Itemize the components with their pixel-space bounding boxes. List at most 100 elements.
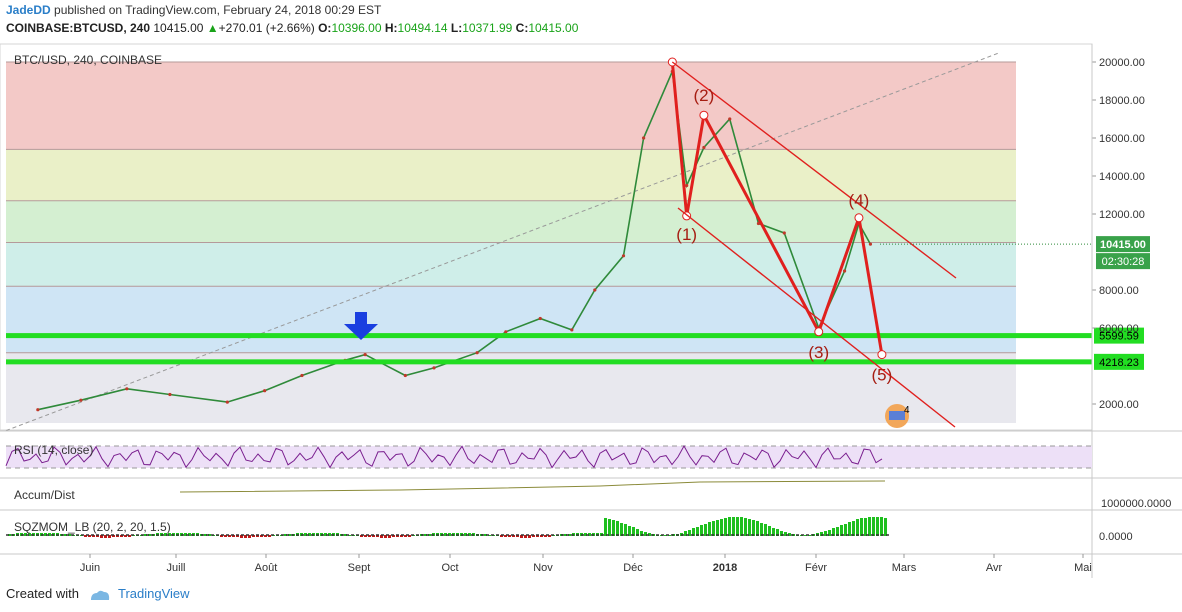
- sqz-bar: [844, 524, 847, 536]
- wave-node: [699, 110, 709, 120]
- y-tick-label: 6000.00: [1099, 323, 1139, 335]
- sqz-bar: [500, 535, 503, 537]
- close-label: C:: [515, 21, 529, 35]
- sqz-bar: [624, 524, 627, 536]
- pane-title: Accum/Dist: [14, 488, 75, 502]
- sqz-bar: [832, 528, 835, 536]
- sqz-bar: [640, 531, 643, 536]
- sqz-bar: [856, 519, 859, 536]
- sqz-bar: [804, 535, 807, 536]
- wave-drawings: (1) (2) (3) (4) (5) 4: [344, 57, 957, 428]
- sqz-bar: [360, 535, 363, 537]
- sqz-bar: [628, 526, 631, 536]
- y-tick-label: 20000.00: [1099, 57, 1145, 69]
- sqz-bar: [260, 535, 263, 537]
- sqz-bar: [252, 535, 255, 537]
- low-value: 10371.99: [462, 21, 513, 35]
- squeeze-histogram: [6, 517, 890, 538]
- sqz-bar: [388, 535, 391, 538]
- sqz-bar: [364, 535, 367, 537]
- author-link[interactable]: JadeDD: [6, 3, 51, 17]
- close-value: 10415.00: [528, 21, 579, 35]
- sqz-bar: [684, 531, 687, 536]
- sqz-bar: [488, 535, 491, 536]
- sqz-bar: [688, 530, 691, 536]
- sqz-bar: [396, 535, 399, 537]
- sqz-bar: [764, 524, 767, 536]
- x-tick-label: Août: [255, 562, 278, 574]
- sqz-bar: [632, 527, 635, 536]
- sqz-bar: [868, 517, 871, 536]
- sqz-bar: [748, 519, 751, 536]
- x-tick-label: 2018: [713, 562, 737, 574]
- ohlc-bar: COINBASE:BTCUSD, 240 10415.00 ▲+270.01 (…: [6, 21, 578, 35]
- fib-band: [6, 149, 1016, 201]
- wave-node: [814, 327, 824, 337]
- sqz-bar: [92, 535, 95, 537]
- sqz-bar: [284, 534, 287, 536]
- wave-label: (1): [676, 225, 697, 244]
- sqz-bar: [68, 534, 71, 536]
- sqz-bar: [220, 535, 223, 537]
- sqz-bar: [100, 535, 103, 538]
- sqz-bar: [164, 533, 167, 536]
- channel-upper: [671, 61, 957, 279]
- sqz-bar: [144, 534, 147, 536]
- countdown-tag: [1096, 253, 1150, 270]
- price-point: [403, 373, 407, 378]
- x-tick-label: Oct: [441, 562, 458, 574]
- sqz-bar: [532, 535, 535, 537]
- price-point: [842, 269, 847, 273]
- sqz-bar: [124, 535, 127, 537]
- pane-title: RSI (14, close): [14, 443, 93, 457]
- x-tick-label: Nov: [533, 562, 553, 574]
- sqz-bar: [540, 535, 543, 537]
- sqz-bar: [48, 533, 51, 536]
- sqz-bar: [760, 523, 763, 536]
- chart-canvas[interactable]: 5599.59 4218.23 (1) (2) (3) (4) (5) 4 20000.00…: [0, 40, 1182, 580]
- sqz-bar: [636, 529, 639, 536]
- sqz-bar: [584, 533, 587, 536]
- x-tick-label: Mars: [892, 562, 917, 574]
- footer: Created with TradingView: [6, 586, 190, 601]
- sqz-bar: [240, 535, 243, 538]
- badge-count: 4: [904, 405, 910, 416]
- sqz-bar: [568, 534, 571, 536]
- tradingview-link[interactable]: TradingView: [118, 586, 190, 601]
- sqz-bar: [428, 534, 431, 536]
- y-tick-label: 16000.00: [1099, 133, 1145, 145]
- sqz-bar: [544, 535, 547, 537]
- sqz-bar: [8, 534, 11, 536]
- support-lines: 5599.59 4218.23: [6, 327, 1144, 370]
- sqz-bar: [604, 518, 607, 536]
- sqz-bar: [700, 525, 703, 536]
- publish-info: JadeDD published on TradingView.com, Feb…: [6, 3, 381, 17]
- support-price-label: 4218.23: [1099, 357, 1139, 369]
- sqz-bar: [236, 535, 239, 537]
- sqz-bar: [808, 535, 811, 536]
- trend-line: [5, 52, 1001, 432]
- sqz-bar: [732, 517, 735, 536]
- sqz-bar: [256, 535, 259, 537]
- sqz-axis-label: 0.0000: [1099, 531, 1133, 543]
- sqz-bar: [288, 534, 291, 536]
- sqz-bar: [512, 535, 515, 537]
- sqz-bar: [784, 532, 787, 536]
- support-price-tag: [1094, 353, 1144, 370]
- sqz-bar: [232, 535, 235, 537]
- x-tick-label: Mai: [1074, 562, 1092, 574]
- sqz-bar: [852, 521, 855, 536]
- rsi-band: [6, 446, 1092, 468]
- price-point: [685, 183, 689, 188]
- price-line: [37, 68, 872, 411]
- sqz-bar: [788, 533, 791, 536]
- sqz-bar: [84, 535, 87, 537]
- wave-node: [877, 350, 887, 360]
- price-point: [621, 254, 626, 258]
- last-price-tag: [1096, 236, 1150, 253]
- price-point: [593, 288, 597, 292]
- sqz-bar: [616, 521, 619, 536]
- sqz-bar: [724, 518, 727, 536]
- accum-axis-label: 1000000.0000: [1101, 498, 1171, 510]
- support-line: [6, 359, 1092, 365]
